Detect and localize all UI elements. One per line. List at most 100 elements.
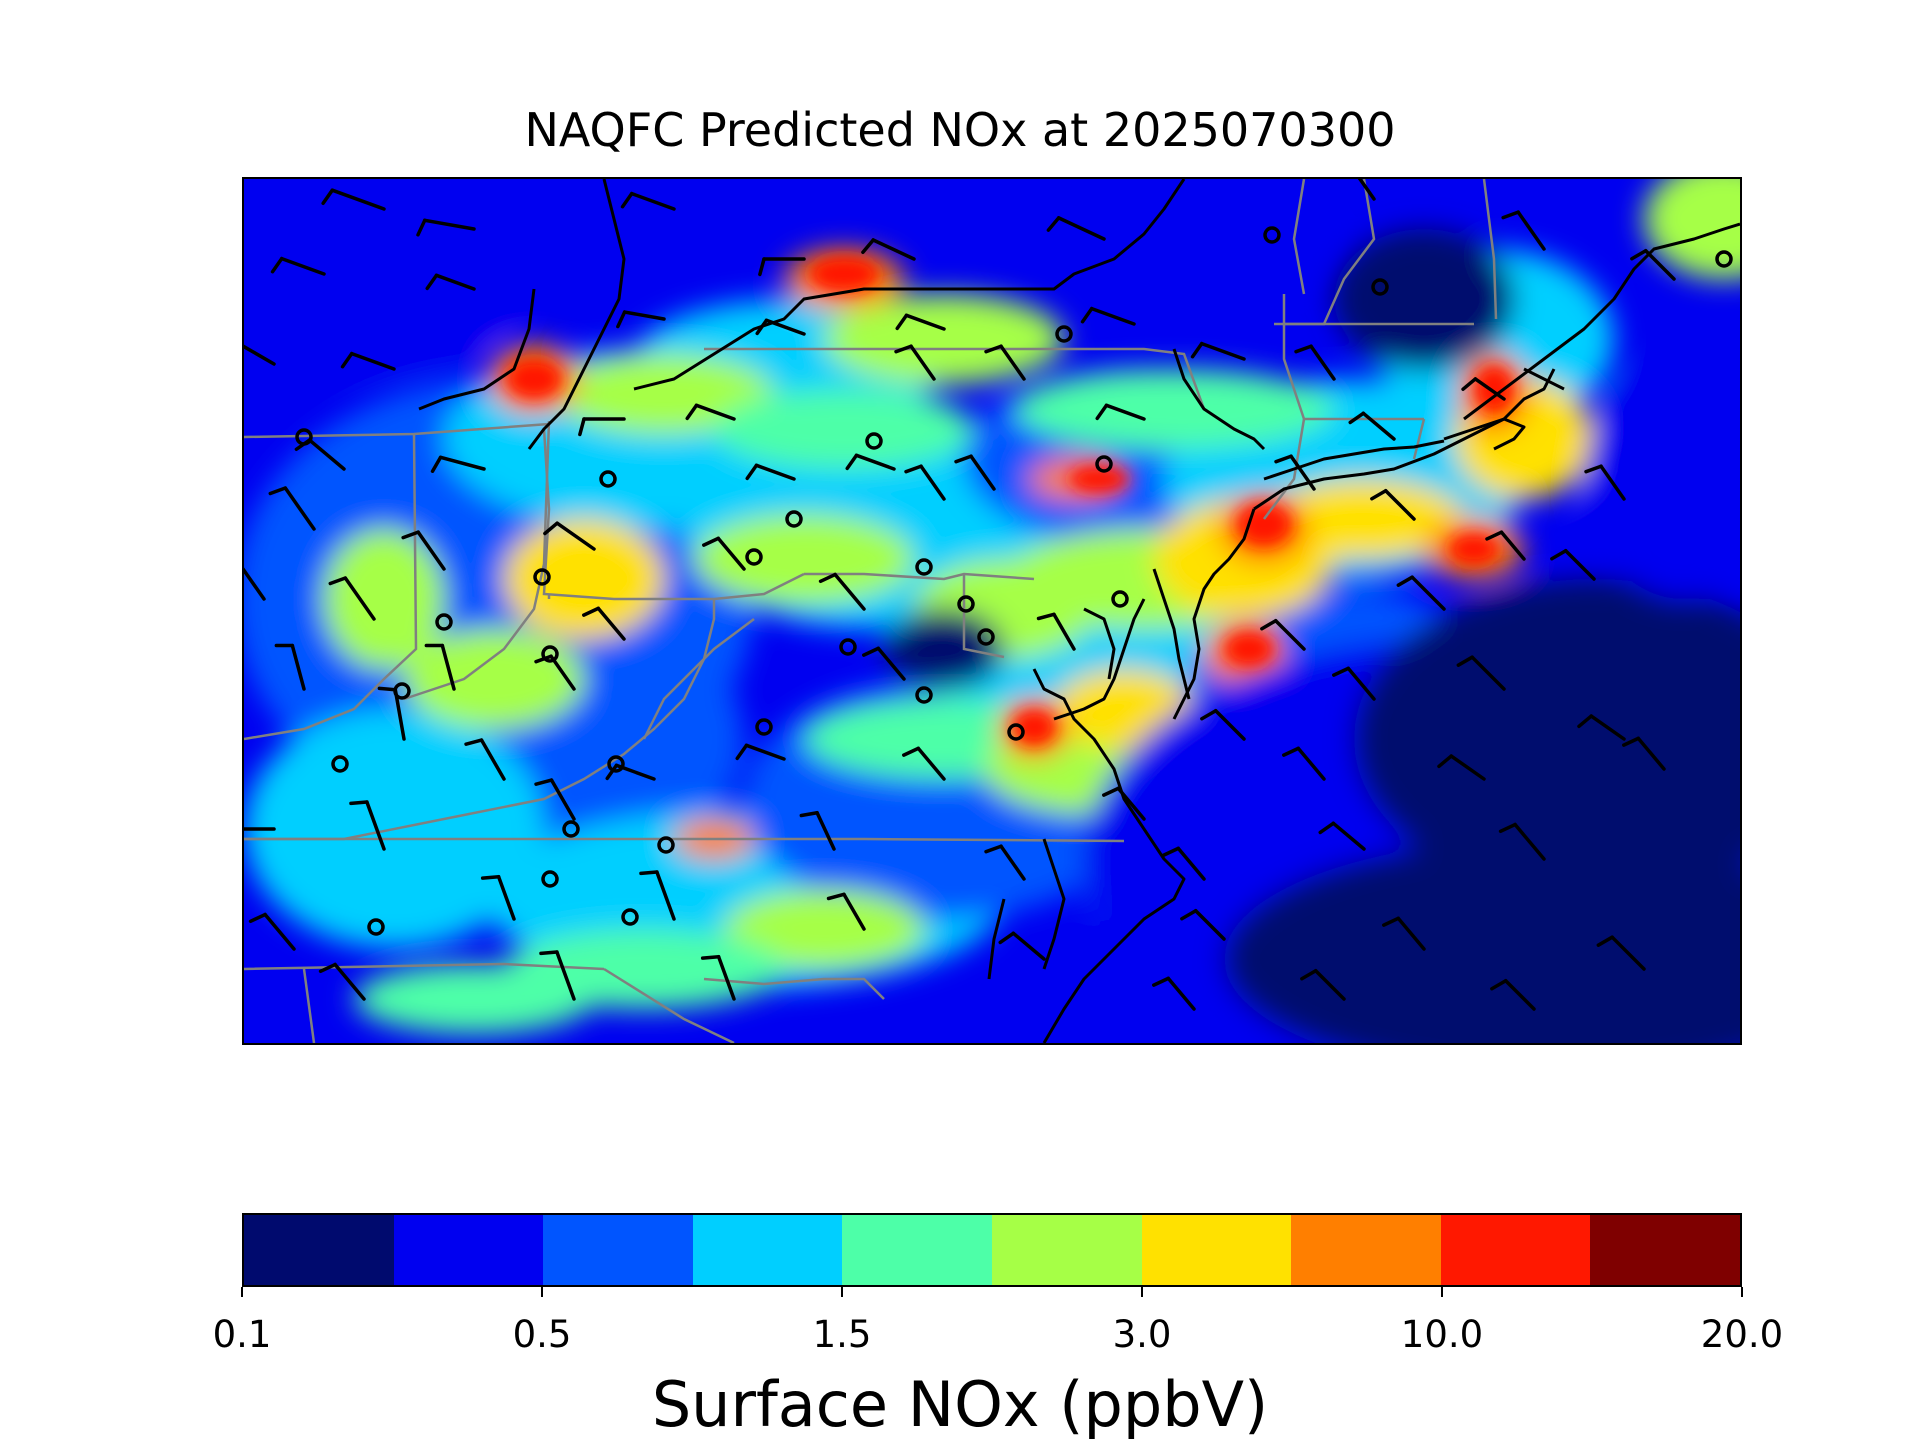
- barb-staff: [416, 530, 446, 571]
- barb-flag: [1274, 454, 1293, 464]
- barb-flag: [1095, 403, 1109, 421]
- barb-flag: [582, 606, 601, 617]
- barb-flag: [534, 778, 554, 786]
- barb-flag: [702, 536, 721, 547]
- nox-cell: [504, 519, 664, 639]
- calm-station-marker: [785, 510, 803, 528]
- wind-barb: [895, 313, 946, 331]
- calm-station-marker: [865, 432, 883, 450]
- barb-flag: [862, 646, 881, 657]
- wind-barb: [826, 892, 866, 931]
- barb-flag: [1036, 612, 1056, 621]
- chart-title: NAQFC Predicted NOx at 2025070300: [524, 103, 1396, 157]
- barb-flag: [1190, 341, 1204, 359]
- barb-staff: [754, 463, 796, 481]
- wind-barb: [349, 800, 386, 851]
- coastline-segment: [1172, 508, 1256, 720]
- barb-flag: [755, 318, 769, 336]
- wind-barb: [1396, 575, 1446, 611]
- barb-flag: [1485, 530, 1504, 541]
- barb-staff: [596, 606, 626, 641]
- coastline-segment: [987, 898, 1006, 980]
- barb-flag: [1584, 464, 1603, 474]
- wind-barb: [430, 455, 486, 473]
- colorbar-tick: [1441, 1287, 1443, 1297]
- barb-staff: [655, 870, 676, 921]
- nox-cell: [1084, 179, 1324, 299]
- calm-station-marker: [657, 836, 675, 854]
- barb-staff: [1331, 821, 1366, 851]
- barb-flag: [902, 746, 921, 757]
- barb-flag: [416, 218, 427, 237]
- barb-flag: [248, 912, 267, 924]
- wind-barb: [1300, 968, 1346, 1001]
- barb-flag: [1318, 821, 1336, 835]
- barb-staff: [1410, 575, 1446, 611]
- barb-staff: [999, 844, 1026, 881]
- barb-staff: [904, 313, 946, 331]
- calm-station-marker: [745, 548, 763, 566]
- calm-station-marker: [839, 638, 857, 656]
- barb-flag: [895, 313, 909, 331]
- barb-staff: [555, 521, 596, 551]
- nox-cell: [694, 514, 914, 604]
- barb-staff: [1516, 210, 1546, 251]
- nox-hotspot: [1474, 365, 1514, 413]
- wind-barb: [270, 256, 326, 276]
- coastline-segment: [1523, 367, 1565, 391]
- colorbar-tick: [541, 1287, 543, 1297]
- barb-flag: [818, 572, 837, 584]
- coastline-segment: [418, 288, 536, 411]
- barb-staff: [1643, 248, 1676, 281]
- wind-barb: [321, 188, 386, 211]
- barb-staff: [1296, 746, 1326, 781]
- calm-station-marker: [1263, 226, 1281, 244]
- barb-staff: [1052, 612, 1076, 651]
- colorbar-label: Surface NOx (ppbV): [651, 1368, 1269, 1441]
- barb-staff: [549, 778, 576, 821]
- barb-flag: [700, 954, 721, 960]
- barb-flag: [984, 844, 1003, 854]
- barb-staff: [343, 576, 376, 621]
- colorbar-tick: [841, 1287, 843, 1297]
- barb-staff: [549, 654, 576, 691]
- barb-staff: [716, 536, 746, 571]
- wind-barb: [244, 567, 266, 601]
- wind-barb: [1382, 916, 1426, 951]
- wind-barb: [1080, 306, 1136, 326]
- calm-station-marker: [915, 686, 933, 704]
- barb-staff: [1396, 916, 1426, 951]
- barb-staff: [438, 455, 486, 471]
- barb-staff: [1361, 411, 1396, 441]
- wind-barb: [464, 738, 506, 781]
- wind-barb: [818, 572, 866, 611]
- barb-staff: [290, 643, 306, 691]
- barb-staff: [1449, 754, 1486, 781]
- coastline-segment: [1443, 417, 1526, 451]
- barb-flag: [1180, 908, 1198, 921]
- wind-barb: [480, 874, 516, 921]
- wind-barb: [1162, 846, 1206, 881]
- wind-barb: [1357, 179, 1376, 201]
- barb-staff: [1213, 708, 1246, 741]
- barb-flag: [826, 892, 846, 901]
- wind-barb: [755, 318, 806, 336]
- barb-staff: [423, 218, 476, 231]
- wind-barb: [1274, 454, 1316, 491]
- barb-staff: [716, 954, 736, 1001]
- wind-barb: [702, 536, 746, 571]
- barb-staff: [622, 310, 666, 321]
- calm-station-marker: [393, 682, 411, 700]
- barb-staff: [555, 950, 576, 1001]
- barb-staff: [1273, 618, 1306, 651]
- barb-flag: [799, 810, 819, 818]
- wind-barb: [424, 643, 456, 691]
- barb-flag: [1456, 655, 1474, 667]
- wind-barb: [1282, 746, 1326, 781]
- wind-barb: [244, 344, 276, 366]
- barb-flag: [464, 738, 484, 746]
- barb-staff: [919, 464, 946, 501]
- nox-hotspot: [1236, 502, 1292, 546]
- barb-staff: [479, 738, 506, 781]
- calm-station-marker: [607, 755, 625, 773]
